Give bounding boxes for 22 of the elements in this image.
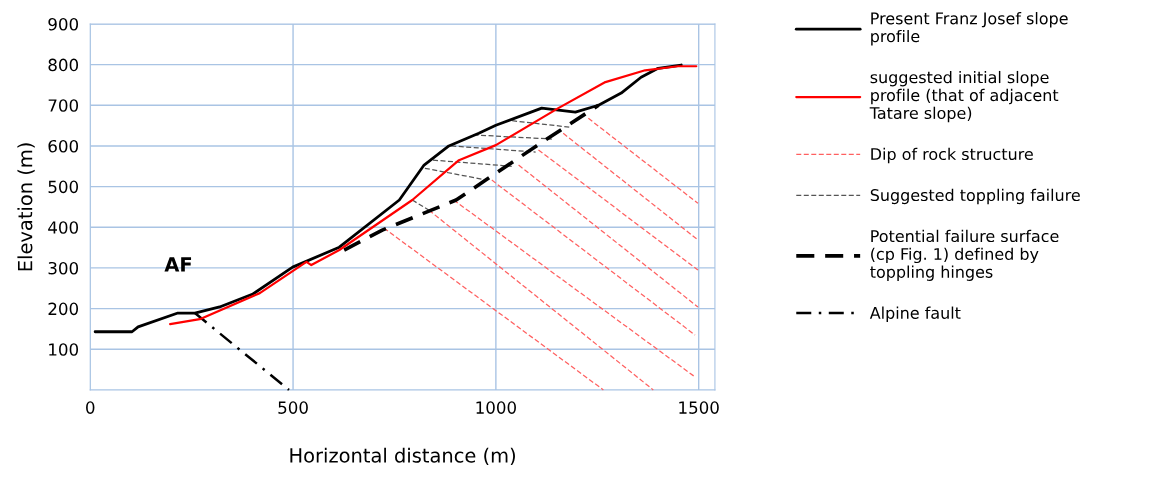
- x-tick-label: 0: [86, 401, 95, 414]
- legend-label: Dip of rock structure: [871, 147, 1033, 164]
- y-axis-title: Elevation (m): [17, 143, 35, 271]
- y-tick-label: 400: [48, 221, 79, 234]
- legend-label: suggested initial slope profile (that of adjacent Tatare slope): [869, 70, 1059, 123]
- x-tick-label: 1500: [679, 401, 719, 414]
- legend-label: Alpine fault: [869, 306, 961, 322]
- x-tick-label: 500: [278, 401, 308, 414]
- legend-label: Present Franz Josef slope profile: [871, 12, 1068, 46]
- y-tick-label: 600: [48, 139, 79, 153]
- y-tick-label: 900: [48, 17, 79, 31]
- y-tick-label: 800: [48, 58, 79, 72]
- legend-label: Suggested toppling failure: [870, 188, 1080, 205]
- y-tick-label: 300: [48, 261, 79, 275]
- annotation: AF: [164, 257, 192, 272]
- x-axis-title: Horizontal distance (m): [290, 447, 515, 466]
- y-tick-label: 500: [48, 180, 79, 194]
- legend-label: Potential failure surface (cp Fig. 1) defined by toppling hinges: [870, 229, 1059, 281]
- y-tick-label: 700: [48, 99, 79, 112]
- y-tick-label: 200: [48, 302, 79, 316]
- y-tick-label: 100: [49, 343, 79, 356]
- x-tick-label: 1000: [476, 401, 516, 414]
